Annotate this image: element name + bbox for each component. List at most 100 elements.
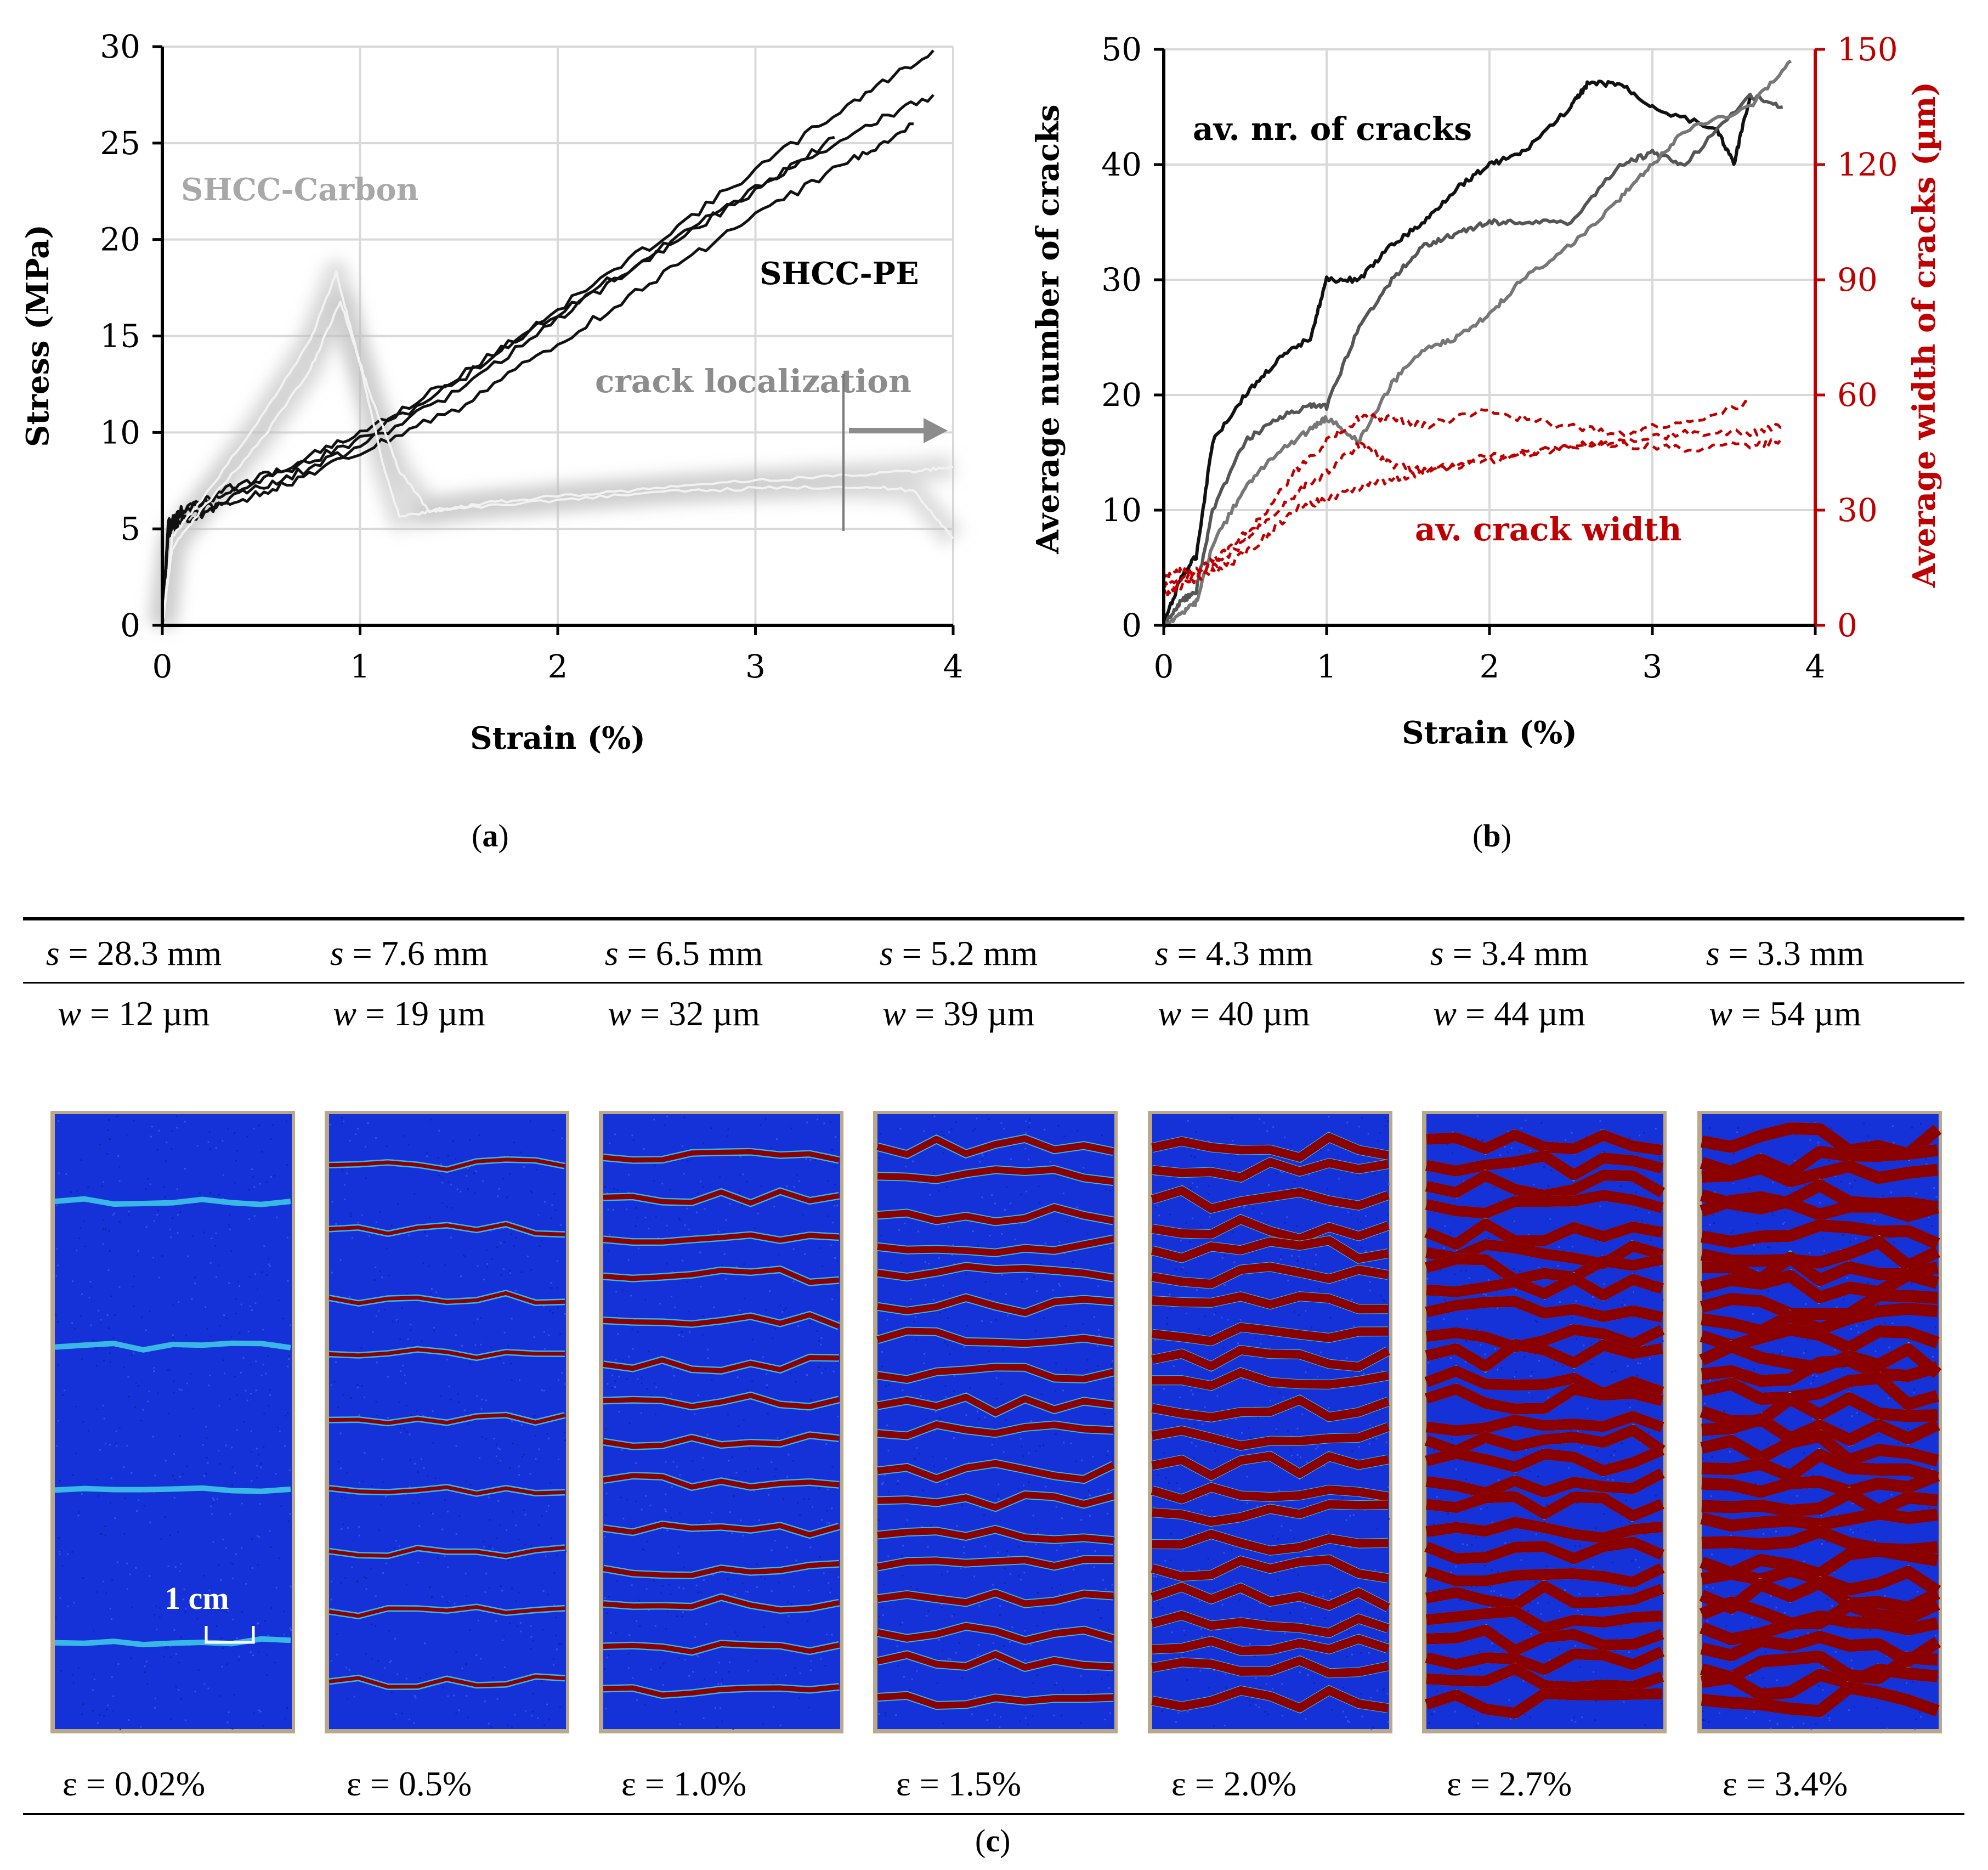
chart-a-series-pe [161, 135, 835, 626]
width-cell-3: w = 32 µm [608, 994, 760, 1033]
chart-b-series-cracks [1163, 92, 1783, 628]
panel-label-a: (a) [472, 818, 509, 854]
spacing-cell-1: s = 28.3 mm [46, 934, 222, 973]
annotation-av-crack-width: av. crack width [1415, 511, 1681, 548]
crack-line [603, 1312, 840, 1329]
crack-line [1700, 1430, 1939, 1467]
crack-line [603, 1594, 840, 1613]
crack-line [1700, 1507, 1939, 1532]
table-mid-rule [23, 982, 1964, 984]
strain-label-5: ε = 2.0% [1171, 1764, 1297, 1803]
crack-line [1701, 1160, 1939, 1188]
crack-line [1701, 1663, 1939, 1701]
crack-line [1701, 1449, 1939, 1484]
crack-line [1425, 1170, 1665, 1201]
chart-b-series-cracks [1162, 80, 1752, 626]
annotation-crack-localization: crack localization [595, 363, 911, 400]
chart-b-tick-label-y-right: 120 [1837, 146, 1898, 183]
table-row-width: w = 12 µm w = 19 µm w = 32 µm w = 39 µm … [0, 984, 1988, 1044]
crack-line [877, 1491, 1114, 1511]
crack-line [1700, 1372, 1940, 1410]
crack-line [1699, 1610, 1939, 1646]
crack-line [1700, 1650, 1938, 1685]
crack-line [1700, 1289, 1938, 1320]
chart-b-y-label-right: Average width of cracks (µm) [1906, 82, 1942, 588]
spacing-cell-2: s = 7.6 mm [330, 934, 489, 973]
crack-line [1151, 1422, 1390, 1450]
chart-a-tick-label-y: 5 [120, 510, 140, 547]
chart-b-series-cracks [1163, 59, 1792, 627]
chart-b-tick-label-x: 0 [1154, 648, 1174, 685]
crack-line [1425, 1190, 1664, 1219]
chart-b-tick-label-x: 3 [1642, 648, 1663, 685]
chart-a-x-label: Strain (%) [470, 720, 645, 756]
chart-a-series-carbon [161, 301, 954, 626]
crack-line [1152, 1368, 1389, 1391]
chart-b-series-width [1162, 400, 1751, 581]
table-row-spacing: s = 28.3 mm s = 7.6 mm s = 6.5 mm s = 5.… [0, 923, 1988, 984]
chart-b-series-width [1162, 438, 1783, 598]
width-cell-2: w = 19 µm [333, 994, 485, 1033]
panel-label-b: (b) [1472, 818, 1511, 854]
crack-halo [54, 1485, 291, 1494]
chart-a-grid [162, 46, 954, 625]
crack-line [1151, 1611, 1390, 1637]
crack-line [1701, 1354, 1940, 1387]
chart-b-tick-label-y: 30 [1101, 261, 1142, 298]
chart-b-y-label: Average number of cracks [1030, 104, 1066, 554]
crack-line [1426, 1663, 1664, 1693]
crack-line [1701, 1470, 1940, 1498]
crack-line [1152, 1323, 1389, 1346]
crack-line [603, 1267, 840, 1285]
crack-line [328, 1674, 565, 1689]
crack-line [1151, 1451, 1389, 1481]
chart-a-series-carbon [161, 270, 954, 626]
crack-line [1424, 1688, 1663, 1719]
table-top-rule [23, 917, 1964, 920]
chart-b-tick-label-x: 2 [1480, 648, 1500, 685]
crack-line [1700, 1236, 1940, 1272]
scale-bar-label: 1 cm [165, 1580, 229, 1616]
strain-label-7: ε = 3.4% [1722, 1764, 1848, 1803]
chart-b-tick-label-y: 20 [1101, 376, 1142, 414]
crack-line [1425, 1646, 1665, 1675]
crack-halo [54, 1340, 291, 1353]
crack-line [1701, 1487, 1939, 1517]
crack-line [603, 1393, 840, 1409]
chart-b-tick-label-y: 50 [1101, 31, 1142, 68]
crack-line [328, 1545, 565, 1558]
chart-b-series-width [1163, 422, 1784, 589]
chart-a-tick-label-x: 2 [548, 648, 568, 685]
annotation-shcc-pe: SHCC-PE [760, 256, 919, 292]
crack-line [1151, 1483, 1389, 1504]
spacing-cell-5: s = 4.3 mm [1154, 934, 1313, 973]
crack-line [876, 1135, 1114, 1158]
panel-label-c: (c) [975, 1823, 1011, 1858]
localization-arrow-head [924, 418, 948, 443]
crack-line [1426, 1273, 1664, 1301]
crack-line [603, 1561, 840, 1578]
crack-line [1424, 1425, 1666, 1456]
specimen-image [1697, 1111, 1942, 1733]
annotation-av-nr-cracks: av. nr. of cracks [1193, 110, 1472, 148]
crack-line [1425, 1339, 1663, 1372]
strain-label-1: ε = 0.02% [62, 1764, 206, 1803]
chart-b-tick-label-y-right: 0 [1837, 607, 1857, 644]
crack-line [1700, 1269, 1939, 1304]
chart-a-tick-label-x: 3 [745, 648, 766, 685]
crack-line [1701, 1219, 1940, 1250]
width-cell-5: w = 40 µm [1158, 994, 1310, 1033]
crack-line [1425, 1517, 1663, 1544]
chart-b-tick-label-x: 4 [1805, 648, 1826, 685]
crack-line [1426, 1606, 1663, 1634]
specimen-image [50, 1111, 295, 1733]
crack-line [1151, 1656, 1389, 1678]
width-cell-6: w = 44 µm [1433, 994, 1585, 1033]
strain-label-3: ε = 1.0% [621, 1764, 747, 1803]
crack-line [603, 1355, 840, 1374]
crack-line [1152, 1157, 1389, 1182]
chart-b-tick-label-y: 10 [1101, 491, 1142, 529]
crack-line [877, 1526, 1114, 1544]
crack-line [877, 1166, 1114, 1185]
crack-line [1700, 1323, 1940, 1354]
